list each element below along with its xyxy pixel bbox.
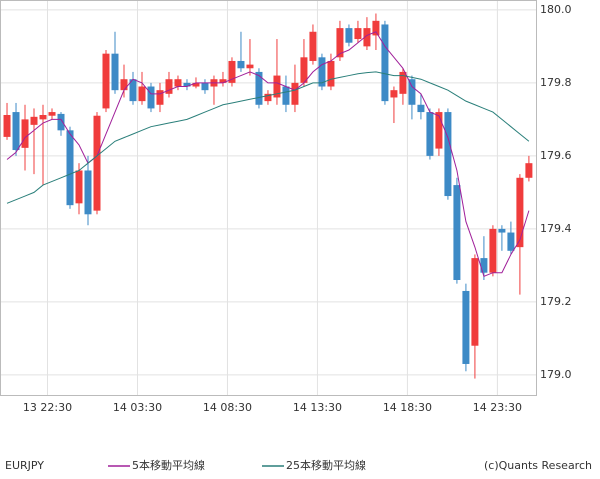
candle-body <box>426 112 434 156</box>
candle-body <box>66 130 74 206</box>
candle-body <box>363 28 371 47</box>
candle-body <box>219 79 227 83</box>
y-tick-label: 179.4 <box>540 222 572 235</box>
candle-body <box>399 71 407 94</box>
candle-body <box>489 228 497 273</box>
x-tick-label: 13 22:30 <box>23 401 72 414</box>
candle-body <box>246 64 254 69</box>
candle-body <box>480 258 488 273</box>
candle-body <box>507 232 515 251</box>
candle-body <box>147 86 155 109</box>
candle-body <box>264 93 272 102</box>
candle-body <box>57 113 65 131</box>
candle-body <box>93 115 101 211</box>
candle-body <box>84 170 92 215</box>
candle-body <box>228 60 236 83</box>
x-tick-label: 14 08:30 <box>203 401 252 414</box>
candle-body <box>201 82 209 91</box>
y-tick-label: 180.0 <box>540 3 572 16</box>
candle-body <box>498 228 506 233</box>
candle-body <box>138 86 146 102</box>
candle-body <box>12 112 20 151</box>
candle-body <box>354 28 362 40</box>
candle-body <box>111 53 119 91</box>
plot-frame <box>0 0 537 396</box>
candle-body <box>300 57 308 83</box>
candle-body <box>336 28 344 58</box>
candle-body <box>48 112 56 116</box>
candle-body <box>102 53 110 109</box>
candle-body <box>255 71 263 105</box>
candle-body <box>165 79 173 94</box>
candle-body <box>435 112 443 149</box>
candle-body <box>516 177 524 248</box>
symbol-label: EURJPY <box>5 459 44 472</box>
candle-body <box>417 104 425 113</box>
y-tick-label: 179.6 <box>540 149 572 162</box>
candle-body <box>120 79 128 91</box>
candle-body <box>156 90 164 105</box>
y-tick-label: 179.8 <box>540 76 572 89</box>
ma-line <box>6 71 530 204</box>
legend-label: 25本移動平均線 <box>286 458 366 472</box>
candle-body <box>39 114 47 120</box>
x-tick-label: 14 13:30 <box>293 401 342 414</box>
candle-body <box>345 28 353 43</box>
candle-body <box>129 79 137 102</box>
candle-body <box>525 163 533 178</box>
candle-body <box>183 82 191 87</box>
candle-body <box>273 75 281 98</box>
x-tick-label: 14 23:30 <box>473 401 522 414</box>
candle-body <box>381 24 389 102</box>
candle-body <box>444 112 452 197</box>
candle-body <box>471 258 479 346</box>
candle-body <box>318 57 326 87</box>
candle-body <box>309 31 317 61</box>
candle-body <box>75 170 83 204</box>
y-tick-label: 179.2 <box>540 295 572 308</box>
candle-body <box>291 82 299 105</box>
x-tick-label: 14 18:30 <box>383 401 432 414</box>
x-tick-label: 14 03:30 <box>113 401 162 414</box>
legend-label: 5本移動平均線 <box>132 458 205 472</box>
credit: (c)Quants Research <box>484 459 592 472</box>
candle-body <box>21 119 29 148</box>
candle-body <box>192 82 200 87</box>
candle-body <box>408 79 416 105</box>
candle-body <box>30 116 38 125</box>
candle-body <box>174 79 182 87</box>
candle-body <box>372 20 380 36</box>
candle-body <box>237 60 245 69</box>
candle-body <box>282 86 290 105</box>
candle-body <box>327 60 335 87</box>
y-tick-label: 179.0 <box>540 368 572 381</box>
candle-body <box>390 90 398 98</box>
candle-body <box>453 185 461 281</box>
candle-body <box>462 290 470 364</box>
candle-body <box>3 114 11 137</box>
